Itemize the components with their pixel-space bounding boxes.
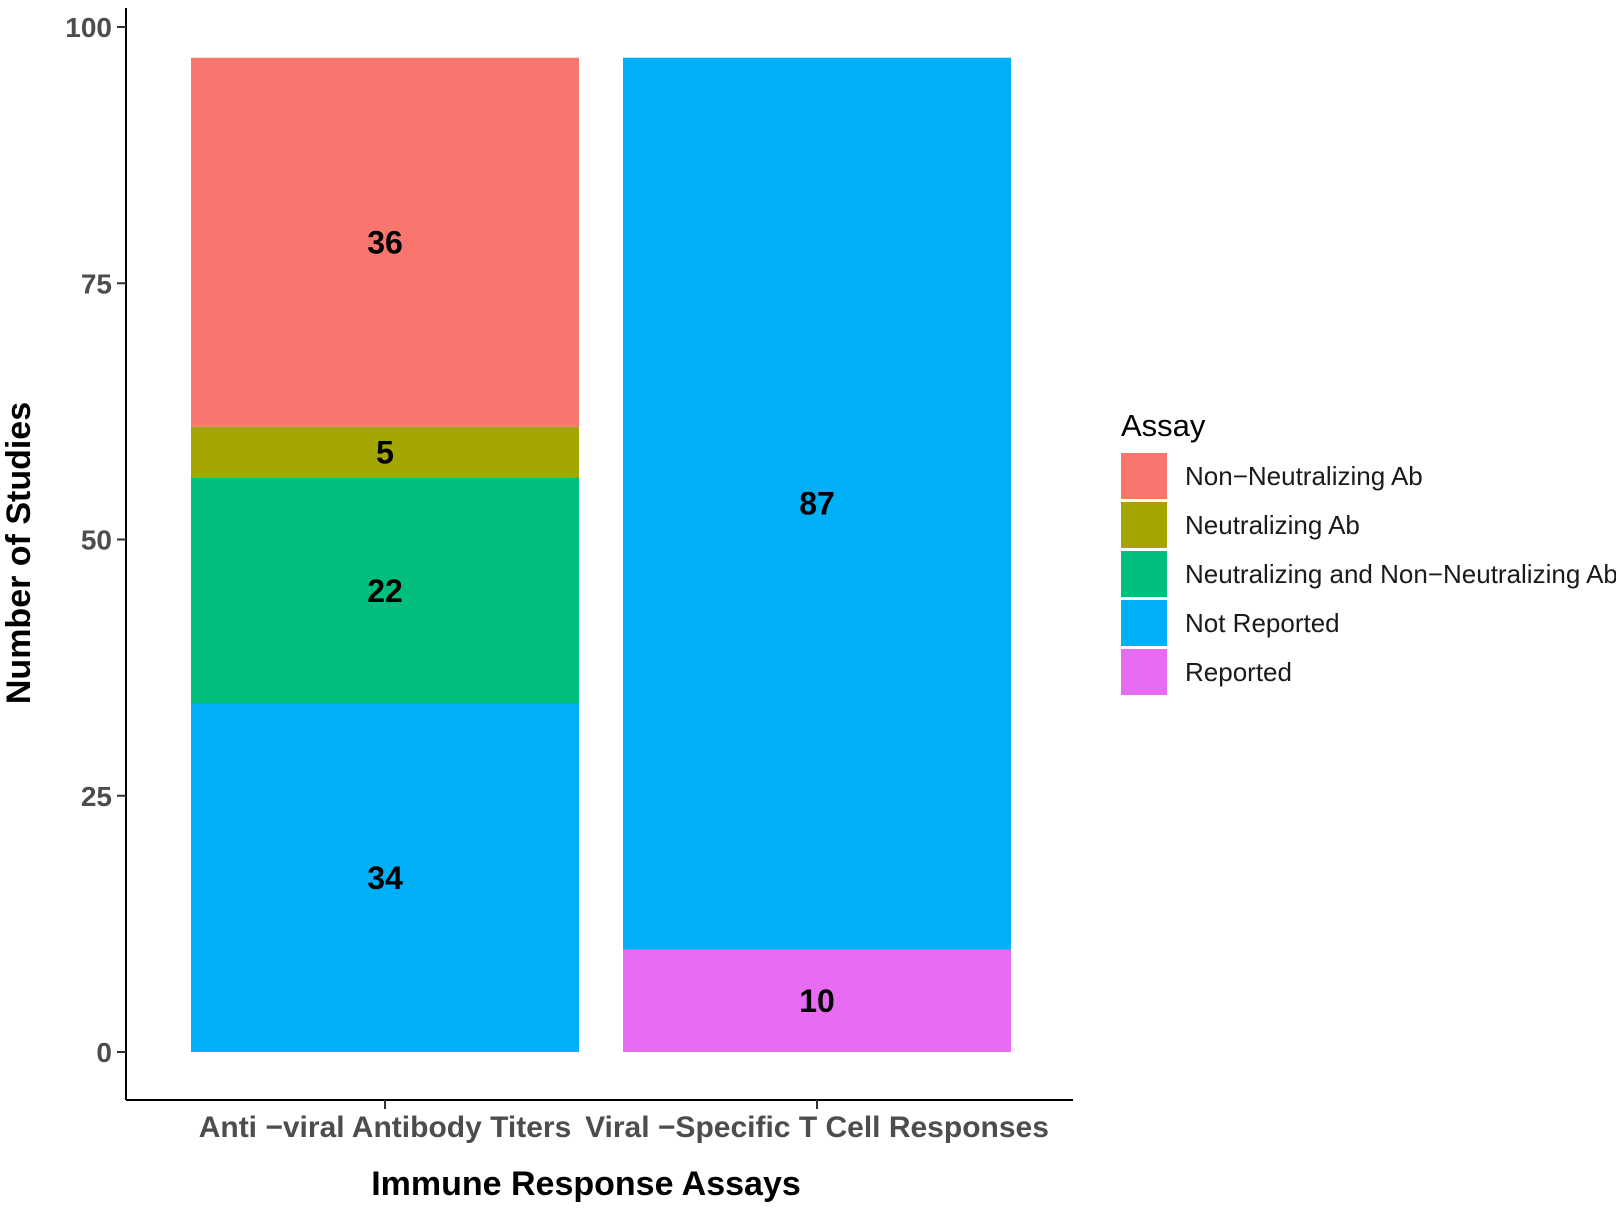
legend-key (1121, 600, 1167, 646)
legend-items: Non−Neutralizing Ab Neutralizing Ab Neutra… (1121, 453, 1616, 695)
x-axis-title: Immune Response Assays (371, 1165, 801, 1203)
y-tick-label: 50 (81, 525, 112, 556)
legend-key (1121, 649, 1167, 695)
bar-segment (623, 57, 1011, 950)
bars-layer (191, 57, 1011, 1052)
bar-segment (191, 478, 579, 704)
data-label: 5 (376, 434, 394, 470)
bar-segment (191, 703, 579, 1052)
legend-key (1121, 551, 1167, 597)
y-tick-label: 25 (81, 781, 112, 812)
y-ticks: 0 25 50 75 100 (65, 12, 126, 1068)
data-label: 22 (367, 573, 403, 609)
y-axis-title: Number of Studies (0, 402, 38, 704)
legend-label: Neutralizing Ab (1185, 510, 1360, 540)
bar-segment (191, 426, 579, 478)
x-tick-label: Viral −Specific T Cell Responses (585, 1111, 1049, 1144)
legend-label: Non−Neutralizing Ab (1185, 461, 1423, 491)
x-ticks: Anti −viral Antibody Titers Viral −Specif… (199, 1100, 1049, 1144)
axes-layer (125, 8, 1073, 1101)
data-label: 34 (367, 860, 403, 896)
y-tick-label: 100 (65, 12, 112, 43)
data-labels-layer: 34 22 5 36 10 87 (367, 224, 835, 1019)
y-tick-label: 0 (96, 1037, 112, 1068)
x-tick-label: Anti −viral Antibody Titers (199, 1111, 572, 1144)
bar-segment (623, 949, 1011, 1052)
data-label: 36 (367, 224, 403, 260)
data-label: 10 (799, 983, 835, 1019)
legend-label: Neutralizing and Non−Neutralizing Ab (1185, 559, 1616, 589)
legend-key (1121, 453, 1167, 499)
y-tick-label: 75 (81, 268, 112, 299)
bar-segment (191, 57, 579, 427)
legend-title: Assay (1121, 408, 1206, 443)
data-label: 87 (799, 486, 835, 522)
legend: Assay Non−Neutralizing Ab Neutralizing Ab… (1121, 408, 1616, 695)
legend-key (1121, 502, 1167, 548)
legend-label: Reported (1185, 657, 1292, 687)
legend-label: Not Reported (1185, 608, 1340, 638)
